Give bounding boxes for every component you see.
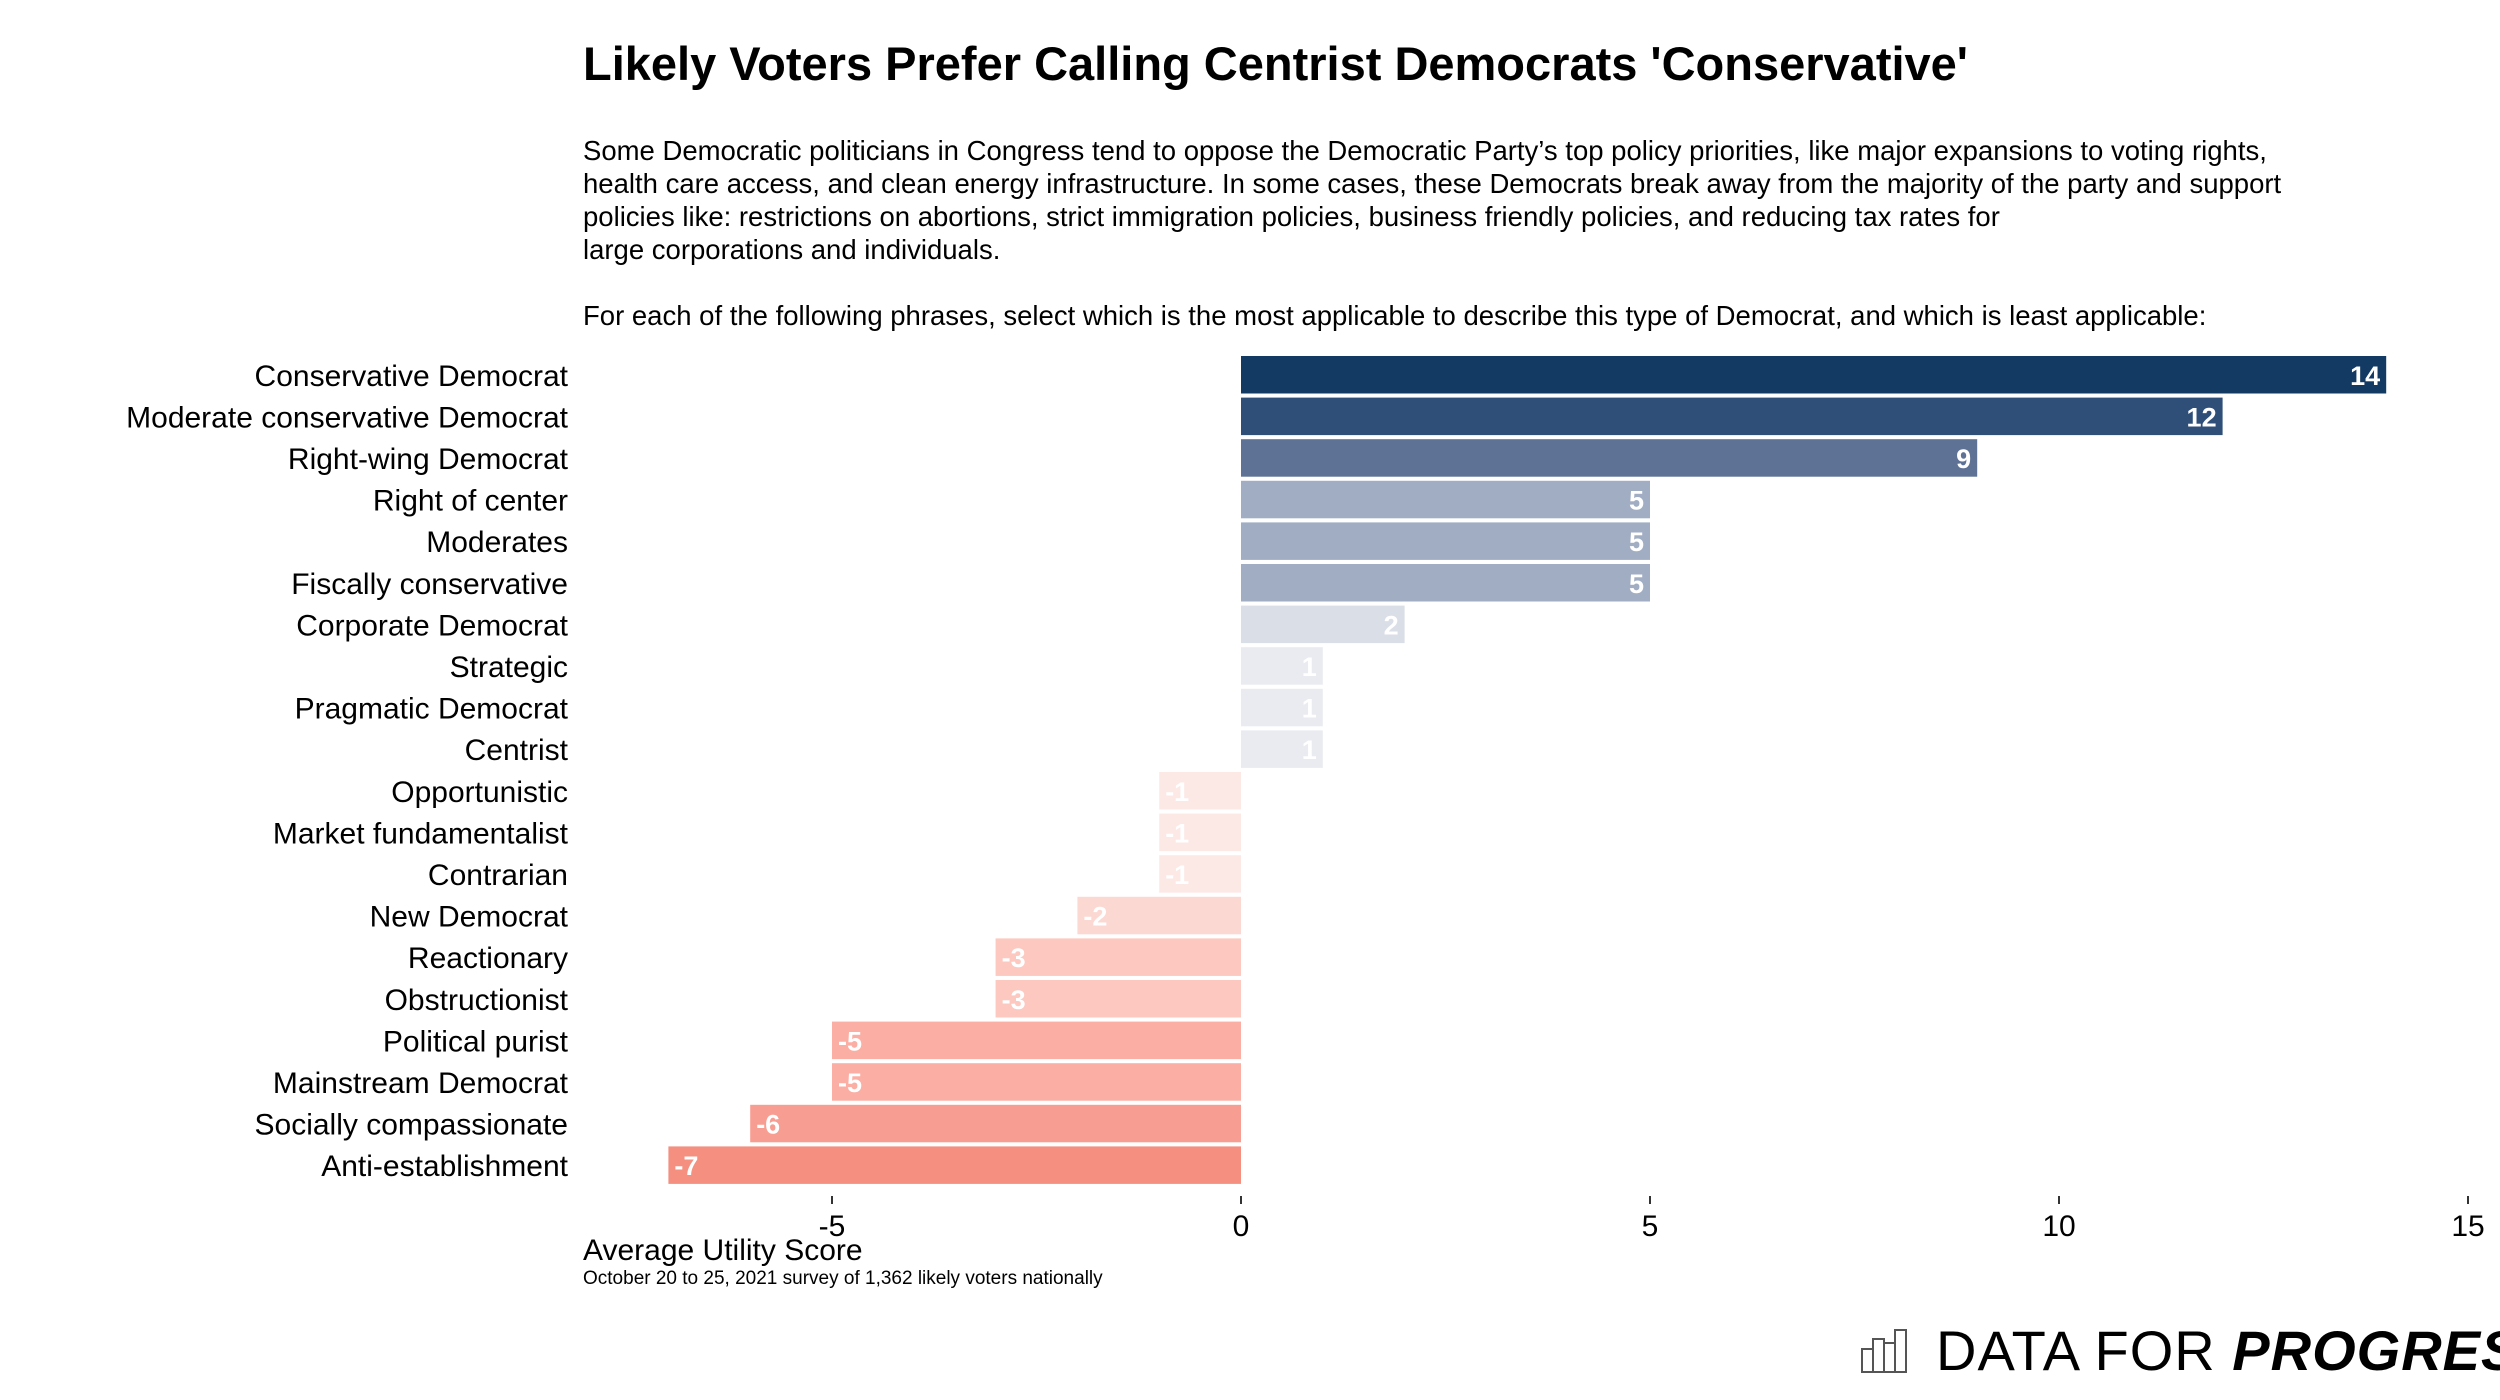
data-label: 9 [1956,444,1971,474]
x-tick-label: 10 [2042,1210,2075,1243]
source-note: October 20 to 25, 2021 survey of 1,362 l… [583,1268,1103,1289]
category-label: Opportunistic [391,776,568,809]
bar [668,1146,1241,1184]
category-label: Contrarian [428,859,568,892]
data-label: 1 [1302,694,1317,724]
x-tick-label: -5 [819,1210,846,1243]
bar [1159,855,1241,893]
category-label: Centrist [465,734,569,767]
data-label: -2 [1083,902,1107,932]
data-label: -5 [838,1026,862,1056]
bar [1241,480,1650,519]
category-label: Mainstream Democrat [273,1067,569,1100]
category-label: Political purist [383,1025,569,1058]
description-line: Some Democratic politicians in Congress … [583,135,2267,166]
description-line: policies like: restrictions on abortions… [583,201,2000,232]
category-label: Pragmatic Democrat [295,693,569,726]
category-label: Reactionary [408,942,568,975]
chart-title: Likely Voters Prefer Calling Centrist De… [583,37,1968,90]
bar [750,1104,1241,1143]
bar [1159,772,1241,810]
x-tick-label: 5 [1642,1210,1659,1243]
category-label: Market fundamentalist [273,817,569,850]
data-label: 5 [1629,527,1644,557]
data-label: -1 [1165,860,1189,890]
data-label: -7 [674,1151,698,1181]
bar [832,1063,1241,1101]
bar [1241,730,1323,768]
bar [1159,813,1241,852]
bar [1241,356,2387,394]
category-label: Anti-establishment [321,1150,568,1183]
x-axis-label: Average Utility Score [583,1234,863,1267]
category-label: Socially compassionate [255,1109,569,1142]
data-label: 1 [1302,652,1317,682]
bar [1241,439,1978,477]
bar [1241,605,1405,644]
data-label: -1 [1165,818,1189,848]
bar [1241,522,1650,560]
data-label: 5 [1629,569,1644,599]
bar [832,1021,1241,1060]
logo-text-light: DATA FOR [1936,1319,2216,1382]
data-label: 1 [1302,735,1317,765]
category-label: New Democrat [370,901,569,934]
bar [1241,564,1650,602]
logo-text-bold: PROGRESS [2232,1319,2500,1382]
data-for-progress-logo: DATA FOR PROGRESS [1860,1318,2500,1383]
data-label: 12 [2187,402,2217,432]
category-label: Corporate Democrat [296,609,568,642]
category-label: Moderate conservative Democrat [126,401,569,434]
data-label: -3 [1002,943,1026,973]
data-label: 14 [2350,361,2380,391]
description-line: large corporations and individuals. [583,234,1001,265]
bar [995,938,1241,976]
category-label: Obstructionist [385,984,569,1017]
data-label: 2 [1384,610,1399,640]
bar [1241,397,2223,436]
data-label: -5 [838,1068,862,1098]
data-label: -1 [1165,777,1189,807]
bar [995,980,1241,1018]
category-label: Conservative Democrat [255,360,569,393]
category-label: Moderates [426,526,568,559]
data-label: 5 [1629,486,1644,516]
x-tick-label: 15 [2451,1210,2484,1243]
bar-chart-logo-icon [1861,1328,1907,1373]
logo-text: DATA FOR PROGRESS [1936,1318,2500,1383]
data-label: -6 [756,1110,780,1140]
category-label: Right of center [373,485,568,518]
x-tick-label: 0 [1233,1210,1250,1243]
bar [1077,896,1241,935]
description-line: health care access, and clean energy inf… [583,168,2282,199]
bar [1241,647,1323,685]
data-label: -3 [1002,985,1026,1015]
category-label: Fiscally conservative [291,568,568,601]
bar [1241,688,1323,727]
survey-question: For each of the following phrases, selec… [583,300,2207,331]
category-label: Right-wing Democrat [288,443,569,476]
category-label: Strategic [450,651,568,684]
chart-description: Some Democratic politicians in Congress … [583,134,2500,266]
